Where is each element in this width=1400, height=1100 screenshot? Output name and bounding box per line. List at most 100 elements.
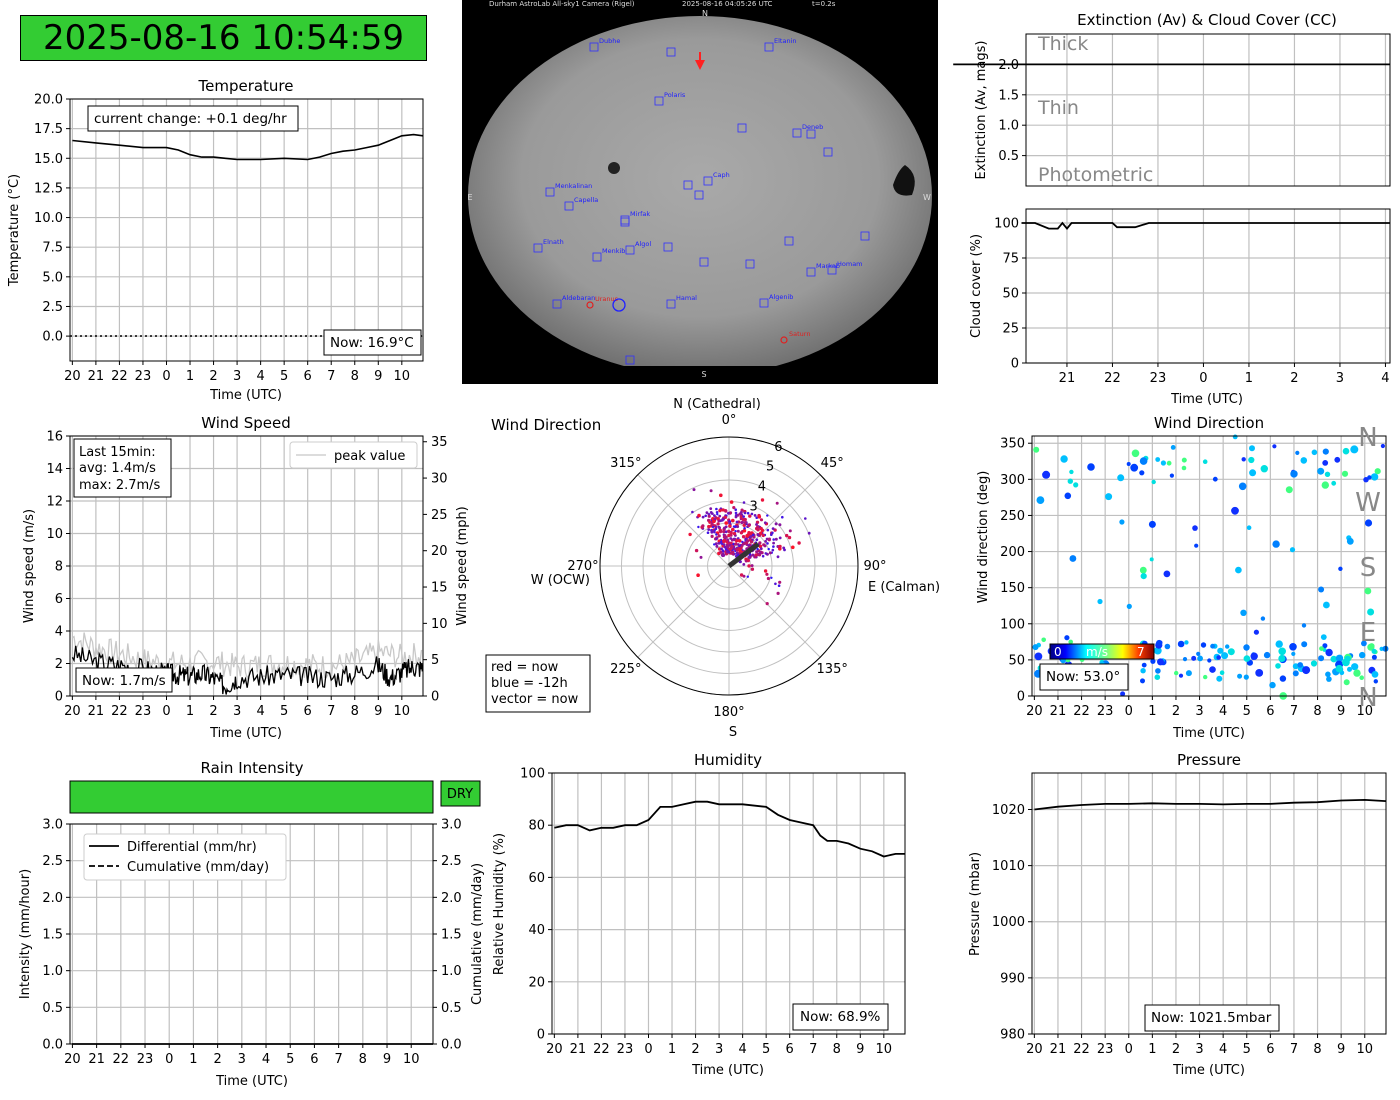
wind-polar-north: N (Cathedral) xyxy=(673,397,761,412)
polar-wind-point xyxy=(717,541,721,545)
wind-dir-point xyxy=(1243,655,1251,662)
polar-wind-point xyxy=(771,548,775,552)
x-tick-label: 4 xyxy=(1219,704,1227,719)
wind-dir-point xyxy=(1064,635,1070,641)
y-tick-label: 12 xyxy=(46,495,63,510)
polar-wind-point xyxy=(797,541,801,545)
x-tick-label: 21 xyxy=(570,1042,587,1057)
x-tick-label: 21 xyxy=(1050,704,1067,719)
polar-wind-point xyxy=(787,535,792,540)
sky-star-marker xyxy=(592,252,602,262)
wind-speed-xlabel: Time (UTC) xyxy=(209,726,282,741)
y-tick-label: 0.5 xyxy=(42,1001,63,1016)
polar-wind-point xyxy=(727,511,730,515)
y-tick-label: 1020 xyxy=(992,803,1025,818)
wind-dir-point xyxy=(1374,468,1381,475)
polar-wind-point xyxy=(783,548,786,552)
y-tick-label: 1.0 xyxy=(998,119,1019,134)
x-tick-label: 4 xyxy=(262,1052,270,1067)
x-tick-label: 7 xyxy=(1290,1042,1298,1057)
x-tick-label: 23 xyxy=(135,704,152,719)
x-tick-label: 0 xyxy=(162,704,170,719)
polar-wind-point xyxy=(765,572,769,576)
cloud-axes-frame xyxy=(1025,208,1391,364)
humidity-xticks: 20 21 22 23 0 1 2 3 4 5 6 7 8 9 10 xyxy=(546,1034,892,1057)
sky-dome xyxy=(468,16,932,376)
polar-wind-point xyxy=(764,540,767,543)
y-tick-label: 40 xyxy=(528,923,545,938)
y-tick-label: 350 xyxy=(1000,437,1025,452)
temperature-xticks: 20 21 22 23 0 1 2 3 4 5 6 7 8 9 10 xyxy=(64,361,410,384)
polar-wind-point xyxy=(764,552,768,555)
rain-legend-differential: Differential (mm/hr) xyxy=(127,840,257,855)
polar-wind-point xyxy=(692,488,696,492)
wind-dir-point xyxy=(1170,445,1176,450)
wind-dir-point xyxy=(1194,543,1199,548)
x-tick-label: 21 xyxy=(1059,371,1076,386)
x-tick-label: 22 xyxy=(111,704,128,719)
wind-dir-point xyxy=(1235,566,1242,574)
wind-dir-point xyxy=(1160,460,1166,466)
wind-dir-point xyxy=(1260,616,1266,621)
wind-dir-point xyxy=(1343,679,1350,686)
y-tick-label: 300 xyxy=(1000,473,1025,488)
x-tick-label: 1 xyxy=(189,1052,197,1067)
wind-dir-point xyxy=(1346,537,1354,545)
wind-dir-point xyxy=(1069,469,1074,475)
y-tick-label: 1.5 xyxy=(998,88,1019,103)
mph-tick-label: 35 xyxy=(431,435,448,450)
polar-wind-point xyxy=(721,518,724,522)
x-tick-label: 2 xyxy=(691,1042,699,1057)
polar-wind-point xyxy=(777,584,781,587)
polar-wind-point xyxy=(724,521,728,525)
compass-label: W xyxy=(1355,488,1381,518)
x-tick-label: 0 xyxy=(162,369,170,384)
x-tick-label: 5 xyxy=(286,1052,294,1067)
pressure-title: Pressure xyxy=(1177,751,1241,769)
polar-wind-point xyxy=(724,547,728,551)
polar-wind-point xyxy=(765,602,769,606)
polar-wind-point xyxy=(759,518,764,522)
polar-wind-point xyxy=(785,533,789,538)
sky-star-marker xyxy=(745,259,755,269)
sky-dark-spot xyxy=(608,162,620,174)
wind-dir-point xyxy=(1140,668,1146,674)
wind-stats-line2: avg: 1.4m/s xyxy=(79,461,156,476)
humidity-grid xyxy=(552,772,905,1035)
sky-star-label: Menkib xyxy=(602,247,625,255)
x-tick-label: 9 xyxy=(1337,704,1345,719)
polar-wind-point xyxy=(770,533,773,536)
wind-dir-point xyxy=(1370,473,1379,481)
wind-dir-point xyxy=(1279,675,1287,682)
polar-wind-point xyxy=(723,545,727,549)
polar-wind-point xyxy=(738,548,742,553)
wind-polar-south: S xyxy=(729,725,737,740)
wind-dir-point xyxy=(1117,474,1125,482)
cumulative-tick-label: 2.5 xyxy=(441,854,462,869)
polar-wind-point xyxy=(714,516,718,520)
polar-wind-point xyxy=(749,534,753,538)
x-tick-label: 8 xyxy=(1313,1042,1321,1057)
polar-wind-point xyxy=(788,529,792,533)
wind-dir-point xyxy=(1227,648,1235,656)
sky-obstruction-right xyxy=(800,280,938,366)
polar-wind-point xyxy=(742,515,745,518)
polar-wind-point xyxy=(772,538,775,541)
wind-dir-point xyxy=(1174,670,1179,676)
wind-dir-point xyxy=(1196,651,1201,657)
cloud-xticks: 21 22 23 0 1 2 3 4 xyxy=(1059,363,1390,386)
wind-polar-points xyxy=(688,488,811,606)
y-tick-label: 1.0 xyxy=(42,964,63,979)
wind-dir-point xyxy=(1041,637,1046,643)
polar-wind-point xyxy=(742,528,747,533)
wind-dir-point xyxy=(1202,459,1208,465)
polar-wind-point xyxy=(707,514,711,518)
wind-dir-point xyxy=(1359,651,1366,659)
y-tick-label: 20.0 xyxy=(34,93,63,108)
x-tick-label: 3 xyxy=(233,704,241,719)
polar-wind-point xyxy=(720,542,723,545)
polar-wind-point xyxy=(699,555,703,559)
y-tick-label: 15.0 xyxy=(34,152,63,167)
y-tick-label: 50 xyxy=(1002,287,1019,302)
